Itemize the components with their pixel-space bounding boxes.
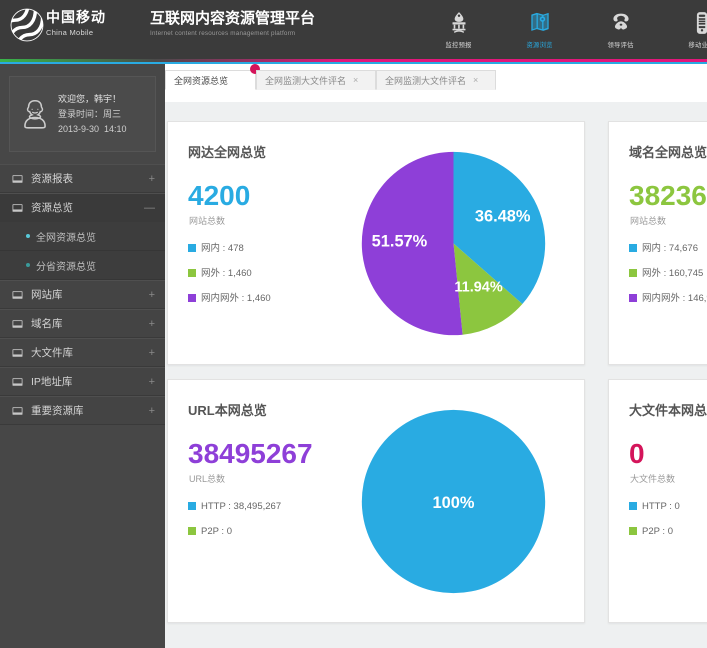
svg-text:100%: 100% <box>432 494 474 512</box>
svg-text:36.48%: 36.48% <box>474 207 530 225</box>
svg-text:11.94%: 11.94% <box>454 279 502 295</box>
svg-text:51.57%: 51.57% <box>371 232 427 250</box>
